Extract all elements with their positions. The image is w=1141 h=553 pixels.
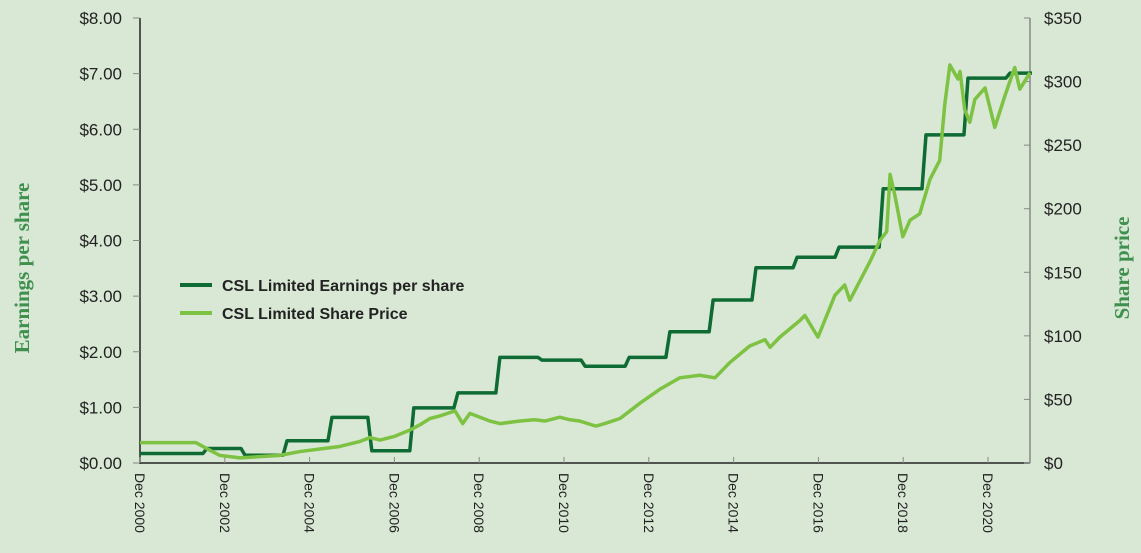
left-tick-label: $1.00 xyxy=(79,398,122,417)
right-tick-label: $250 xyxy=(1044,136,1082,155)
right-tick-label: $300 xyxy=(1044,73,1082,92)
x-tick-label: Dec 2008 xyxy=(471,473,487,533)
right-tick-label: $0 xyxy=(1044,454,1063,473)
x-tick-label: Dec 2000 xyxy=(132,473,148,533)
right-tick-label: $150 xyxy=(1044,263,1082,282)
x-tick-label: Dec 2012 xyxy=(641,473,657,533)
left-tick-label: $7.00 xyxy=(79,65,122,84)
x-tick-label: Dec 2018 xyxy=(895,473,911,533)
right-tick-label: $50 xyxy=(1044,390,1072,409)
share-price-line xyxy=(140,63,1032,460)
left-tick-label: $0.00 xyxy=(79,454,122,473)
right-tick-label: $200 xyxy=(1044,200,1082,219)
x-tick-label: Dec 2014 xyxy=(726,473,742,533)
left-tick-label: $6.00 xyxy=(79,120,122,139)
legend: CSL Limited Earnings per share CSL Limit… xyxy=(180,278,465,323)
left-tick-label: $8.00 xyxy=(79,9,122,28)
left-axis-title: Earnings per share xyxy=(10,183,34,354)
left-tick-label: $5.00 xyxy=(79,176,122,195)
x-tick-label: Dec 2002 xyxy=(217,473,233,533)
x-tick-label: Dec 2010 xyxy=(556,473,572,533)
eps-line xyxy=(140,71,1032,457)
right-tick-label: $100 xyxy=(1044,327,1082,346)
x-tick-label: Dec 2020 xyxy=(980,473,996,533)
x-tick-label: Dec 2006 xyxy=(386,473,402,533)
axes: $0.00 $1.00 $2.00 $3.00 $4.00 $5.00 $6.00 $7.00… xyxy=(79,9,1081,533)
right-axis-title: Share price xyxy=(1110,217,1134,320)
legend-label-eps: CSL Limited Earnings per share xyxy=(222,278,465,295)
legend-label-price: CSL Limited Share Price xyxy=(222,306,408,323)
left-tick-label: $2.00 xyxy=(79,343,122,362)
right-tick-label: $350 xyxy=(1044,9,1082,28)
x-tick-label: Dec 2004 xyxy=(302,473,318,533)
series-group xyxy=(140,63,1032,460)
x-tick-label: Dec 2016 xyxy=(810,473,826,533)
left-tick-label: $3.00 xyxy=(79,287,122,306)
left-tick-label: $4.00 xyxy=(79,232,122,251)
